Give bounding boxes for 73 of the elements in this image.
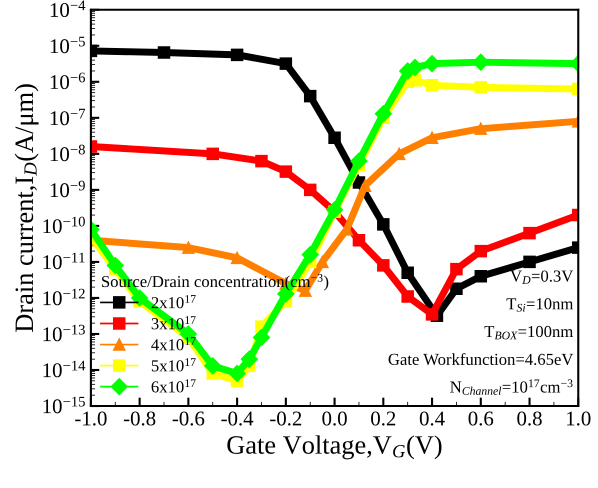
point bbox=[304, 90, 316, 102]
point bbox=[326, 201, 344, 218]
point bbox=[352, 234, 366, 246]
point bbox=[252, 328, 270, 346]
y-tick-label: 10$^{−13}$ bbox=[43, 324, 85, 342]
legend-label: 4x10$^{17}$ bbox=[151, 337, 196, 350]
point bbox=[377, 259, 390, 272]
x-tick-label: -0.6 bbox=[172, 411, 204, 426]
point bbox=[523, 256, 536, 268]
point bbox=[230, 48, 244, 62]
point bbox=[255, 154, 268, 168]
point bbox=[401, 266, 414, 280]
x-tick-label: -1.0 bbox=[75, 411, 107, 426]
point bbox=[302, 246, 319, 264]
point bbox=[204, 357, 222, 374]
point bbox=[182, 241, 195, 254]
annotation: V$_{D}$=0.3V bbox=[510, 270, 574, 284]
point bbox=[230, 252, 244, 264]
annotation: N$_{Channel}$=10$^{17}$cm$^{−3}$ bbox=[450, 379, 573, 395]
y-tick-label: 10$^{−7}$ bbox=[50, 108, 86, 126]
point bbox=[523, 226, 536, 240]
point bbox=[374, 105, 392, 122]
y-tick-label: 10$^{−5}$ bbox=[50, 36, 85, 54]
annotation: T$_{Si}$=10nm bbox=[506, 298, 574, 312]
x-tick-label: 0.8 bbox=[517, 411, 542, 426]
point bbox=[426, 131, 438, 144]
annotation: Gate Workfunction=4.65eV bbox=[388, 353, 574, 366]
point bbox=[240, 350, 258, 368]
x-tick-label: 0.4 bbox=[420, 411, 445, 426]
x-tick-label: -0.8 bbox=[124, 411, 156, 426]
x-tick-label: 0.6 bbox=[468, 411, 494, 426]
point bbox=[350, 152, 368, 170]
point bbox=[474, 270, 488, 283]
point bbox=[377, 218, 390, 231]
y-tick-label: 10$^{−11}$ bbox=[43, 252, 85, 270]
point bbox=[206, 148, 219, 160]
point bbox=[280, 165, 292, 178]
y-tick-label: 10$^{−14}$ bbox=[43, 360, 86, 378]
point bbox=[280, 57, 292, 70]
legend-label: 2x10$^{17}$ bbox=[152, 295, 196, 308]
point bbox=[158, 46, 170, 59]
y-tick-label: 10$^{−8}$ bbox=[50, 144, 85, 162]
point bbox=[131, 289, 148, 306]
x-tick-label: -0.2 bbox=[270, 411, 302, 426]
legend-label: 5x10$^{17}$ bbox=[152, 358, 196, 372]
y-tick-label: 10$^{−10}$ bbox=[43, 216, 85, 234]
y-tick-label: 10$^{−12}$ bbox=[43, 288, 85, 306]
x-tick-label: 1.0 bbox=[567, 411, 590, 426]
y-axis-title: Drain current,I$_{D}$(A/μm) bbox=[14, 84, 39, 332]
point bbox=[304, 184, 316, 196]
y-tick-label: 10$^{−4}$ bbox=[50, 0, 86, 18]
point bbox=[474, 244, 488, 258]
point bbox=[358, 180, 372, 192]
point bbox=[328, 131, 341, 144]
y-tick-label: 10$^{−9}$ bbox=[50, 180, 85, 198]
y-tick-label: 10$^{−6}$ bbox=[50, 72, 86, 90]
x-tick-label: 0.2 bbox=[371, 411, 396, 426]
point bbox=[426, 308, 438, 321]
point bbox=[474, 81, 488, 94]
annotation: T$_{BOX}$=100nm bbox=[484, 326, 574, 340]
legend-label: 6x10$^{17}$ bbox=[152, 379, 196, 393]
y-tick-label: 10$^{−15}$ bbox=[43, 396, 85, 414]
point bbox=[426, 79, 438, 92]
point bbox=[228, 364, 246, 382]
x-tick-label: -0.4 bbox=[221, 411, 254, 426]
x-axis-title: Gate Voltage,V$_{G}$(V) bbox=[227, 435, 442, 460]
point bbox=[450, 262, 463, 276]
x-tick-label: 0.0 bbox=[322, 411, 347, 426]
point bbox=[106, 256, 124, 274]
point bbox=[474, 122, 488, 135]
point bbox=[450, 282, 463, 295]
point bbox=[401, 290, 414, 303]
legend-label: 3x10$^{17}$ bbox=[152, 316, 196, 330]
